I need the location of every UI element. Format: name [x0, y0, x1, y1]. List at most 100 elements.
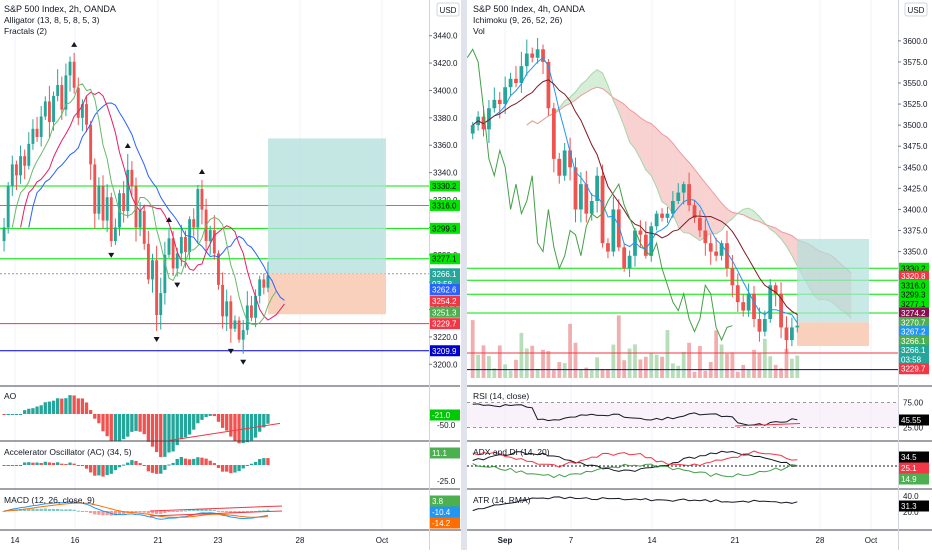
- atr-title: ATR (14, RMA): [473, 495, 531, 505]
- macd-histogram-bar: [35, 508, 39, 511]
- macd-value-badge: 3.8: [432, 497, 444, 506]
- left-price-tick: 3380.0: [433, 114, 458, 123]
- volume-bar: [514, 359, 518, 378]
- ao-histogram-bar: [27, 408, 31, 414]
- macd-histogram-bar: [249, 511, 254, 512]
- macd-histogram-bar: [101, 511, 105, 516]
- ao-histogram-bar: [88, 410, 93, 414]
- left-candle: [266, 275, 270, 288]
- left-candle: [43, 101, 47, 117]
- adx-value-badge-bg: [899, 462, 929, 474]
- ichimoku-cloud-segment: [705, 182, 711, 237]
- right-price-badge: 3274.2: [901, 309, 926, 318]
- right-candle: [643, 234, 648, 256]
- atr-line: [472, 496, 798, 512]
- macd-histogram-bar: [121, 511, 126, 515]
- left-candle: [97, 186, 101, 214]
- macd-histogram-bar: [68, 509, 72, 511]
- macd-histogram-bar: [142, 511, 146, 513]
- macd-histogram-bar: [253, 511, 258, 512]
- right-price-badge: 3229.7: [901, 365, 926, 374]
- rsi-band: [467, 402, 898, 428]
- volume-bar: [524, 348, 529, 378]
- ac-histogram-bar: [117, 465, 122, 468]
- ichimoku-conversion-line: [472, 56, 798, 324]
- volume-bar: [692, 371, 697, 378]
- ao-value-badge-bg: [430, 409, 460, 421]
- ao-title: AO: [4, 391, 17, 401]
- left-candle: [254, 295, 258, 318]
- volume-bar: [654, 354, 659, 378]
- left-candle: [85, 104, 88, 125]
- macd-histogram-bar: [2, 511, 6, 512]
- ao-histogram-bar: [126, 414, 130, 437]
- ao-histogram-bar: [18, 414, 23, 415]
- left-price-tick: 3400.0: [433, 86, 458, 95]
- volume-bar: [698, 346, 702, 378]
- left-candle: [217, 253, 220, 285]
- macd-histogram-bar: [200, 508, 204, 511]
- right-price-badge-bg: [899, 326, 929, 338]
- right-candle: [638, 230, 643, 235]
- right-price-tick: 3350.0: [903, 248, 928, 257]
- ao-histogram-bar: [23, 410, 27, 414]
- left-currency-button[interactable]: USD: [436, 2, 460, 17]
- left-candle: [212, 230, 216, 254]
- volume-bar: [676, 365, 681, 378]
- ao-histogram-bar: [93, 414, 97, 419]
- volume-bar: [519, 332, 524, 378]
- left-candle: [23, 156, 27, 166]
- volume-bar: [616, 315, 621, 378]
- right-currency-button[interactable]: USD: [904, 2, 928, 17]
- left-candle: [159, 293, 163, 316]
- right-price-badge: 3299.3: [901, 290, 926, 299]
- macd-histogram-bar: [117, 511, 122, 515]
- left-price-badge-bg: [430, 253, 460, 265]
- volume-bar: [773, 364, 778, 378]
- right-candle: [730, 268, 735, 286]
- macd-histogram-bar: [175, 511, 179, 512]
- ac-histogram-bar: [196, 457, 200, 465]
- volume-bar: [741, 364, 746, 378]
- left-candle: [60, 84, 64, 110]
- ichimoku-cloud-segment: [651, 123, 657, 188]
- ac-histogram-bar: [150, 465, 155, 473]
- left-price-badge: 3229.7: [432, 320, 457, 329]
- volume-bar: [660, 356, 664, 378]
- left-candle: [39, 116, 43, 138]
- macd-value-badge-bg: [430, 517, 460, 529]
- right-price-badge: 3330.2: [901, 264, 926, 273]
- ao-histogram-bar: [146, 414, 151, 442]
- volume-bar: [541, 349, 545, 378]
- left-legend: S&P 500 Index, 2h, OANDA Alligator (13, …: [4, 4, 132, 505]
- right-candle: [687, 184, 691, 206]
- ao-histogram-bar: [72, 395, 76, 414]
- left-price-tick: 3200.0: [433, 360, 458, 369]
- volume-bar: [503, 364, 508, 378]
- volume-bar: [795, 355, 800, 378]
- macd-histogram-bar: [23, 509, 27, 511]
- ac-tick: -25.0: [437, 477, 456, 486]
- right-legend: S&P 500 Index, 4h, OANDA Ichimoku (9, 26…: [473, 4, 585, 505]
- left-candle: [258, 279, 262, 296]
- volume-bar: [735, 371, 740, 378]
- right-candle: [654, 213, 659, 227]
- volume-bar: [768, 356, 773, 378]
- ao-histogram-bar: [2, 414, 6, 415]
- right-price-tick: 3425.0: [903, 184, 928, 193]
- right-indicator-volume: Vol: [473, 26, 485, 36]
- adx-value-badge: 34.5: [901, 453, 917, 462]
- right-candle: [681, 184, 686, 193]
- ac-histogram-bar: [258, 459, 262, 465]
- ac-histogram-bar: [245, 465, 249, 466]
- volume-bar: [714, 330, 719, 378]
- volume-bar: [784, 348, 789, 378]
- right-candle: [503, 87, 508, 105]
- atr-value-badge-bg: [899, 500, 929, 512]
- ao-histogram-bar: [216, 414, 221, 422]
- ac-histogram-bar: [266, 458, 270, 465]
- left-candle: [76, 87, 80, 118]
- ao-histogram-bar: [68, 395, 72, 414]
- right-candle: [670, 201, 675, 214]
- ao-histogram-bar: [262, 414, 266, 428]
